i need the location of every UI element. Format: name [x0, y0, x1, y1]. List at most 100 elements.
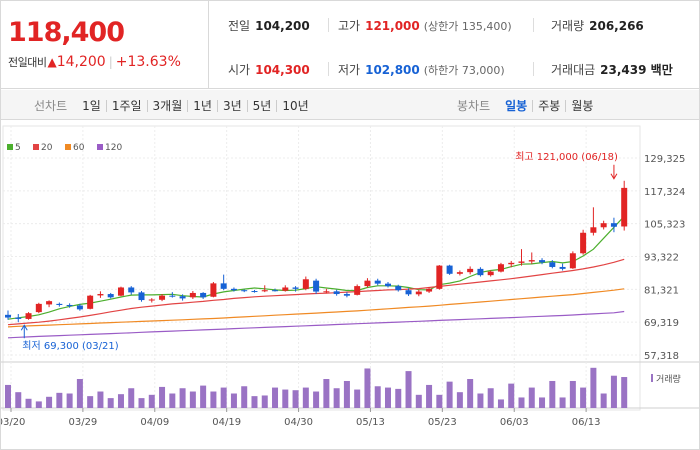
volume-bar — [200, 385, 207, 408]
x-tick-label: 04/09 — [140, 417, 169, 428]
legend-swatch-20 — [33, 144, 39, 150]
volume-bar — [405, 371, 412, 408]
x-tick-label: 06/03 — [500, 417, 529, 428]
line-chart-label: 선차트 — [34, 99, 68, 113]
volume-bar — [251, 396, 258, 408]
candle-body — [384, 283, 391, 287]
volume-bar — [302, 387, 309, 408]
stat-value: 102,800 — [365, 63, 420, 77]
stat-value: 121,000 — [365, 19, 420, 33]
candle-body — [251, 291, 258, 293]
candle-body — [282, 287, 289, 291]
tab-divider — [532, 99, 534, 112]
volume-legend-label: 거래량 — [656, 373, 681, 385]
volume-bar — [446, 381, 453, 408]
legend-swatch-5 — [7, 144, 13, 150]
volume-bar — [241, 386, 248, 408]
candle-body — [610, 223, 617, 227]
volume-bar — [128, 388, 135, 408]
up-triangle-icon: ▲ — [47, 55, 57, 69]
candle-body — [169, 295, 176, 297]
volume-bar — [282, 389, 289, 408]
candle-body — [179, 296, 186, 299]
candle-body — [333, 291, 340, 295]
volume-bar — [189, 391, 196, 408]
tab-divider — [216, 99, 218, 112]
tab-candle-period-2[interactable]: 월봉 — [571, 99, 594, 113]
volume-bar — [508, 383, 515, 408]
candle-body — [66, 304, 73, 307]
tab-divider — [105, 99, 107, 112]
volume-bar — [549, 380, 556, 408]
stat-sub: (상한가 135,400) — [423, 20, 512, 33]
tab-line-period-3[interactable]: 1년 — [193, 99, 212, 113]
y-tick-label: 129,325 — [644, 154, 685, 165]
tab-line-period-1[interactable]: 1주일 — [111, 99, 142, 113]
candle-body — [302, 279, 309, 289]
stat-value: 206,266 — [589, 19, 644, 33]
ma-line-60 — [7, 288, 625, 328]
candle-body — [354, 286, 361, 295]
stat-value: 23,439 백만 — [600, 63, 673, 77]
volume-bar — [25, 398, 32, 408]
candle-body — [25, 313, 32, 319]
tab-candle-period-0[interactable]: 일봉 — [505, 99, 528, 113]
volume-bar — [364, 368, 371, 408]
candle-body — [272, 290, 279, 292]
stat-value: 104,200 — [255, 19, 310, 33]
line-chart-tabs: 선차트 1일 1주일 3개월 1년 3년 5년 10년 — [34, 97, 314, 114]
stat-label: 고가 — [338, 19, 361, 33]
tab-line-period-6[interactable]: 10년 — [282, 99, 309, 113]
stat-open: 시가 104,300 — [228, 61, 310, 78]
price-summary: 118,400 전일대비▲14,200 | +13.63% 전일 104,200 고가… — [1, 1, 699, 89]
stats-panel: 전일 104,200 고가 121,000 (상한가 135,400) 거래량 206,… — [210, 1, 699, 89]
candle-body — [549, 262, 556, 267]
volume-bar — [210, 391, 217, 408]
volume-bar — [559, 397, 566, 408]
high-annotation: 최고 121,000 (06/18) — [515, 151, 618, 163]
volume-bar — [590, 367, 597, 408]
volume-bar — [272, 387, 279, 408]
x-tick-label: 03/29 — [68, 417, 97, 428]
stat-high: 고가 121,000 (상한가 135,400) — [338, 17, 512, 34]
volume-bar — [580, 387, 587, 408]
stat-value: 104,300 — [255, 63, 310, 77]
volume-bar — [539, 397, 546, 408]
volume-legend-swatch — [651, 374, 653, 382]
candle-chart-tabs: 봉차트 일봉 주봉 월봉 — [457, 97, 598, 114]
candle-body — [138, 292, 145, 301]
tab-line-period-2[interactable]: 3개월 — [152, 99, 183, 113]
y-tick-label: 105,323 — [644, 220, 685, 231]
candle-body — [395, 286, 402, 291]
candle-body — [210, 283, 217, 297]
volume-bar — [343, 380, 350, 408]
candle-body — [446, 265, 453, 274]
tab-candle-period-1[interactable]: 주봉 — [538, 99, 561, 113]
candle-body — [230, 288, 237, 291]
tab-line-period-0[interactable]: 1일 — [82, 99, 101, 113]
volume-bar — [97, 391, 104, 408]
volume-bar — [107, 398, 114, 408]
volume-bar — [395, 388, 402, 408]
candle-body — [539, 260, 546, 263]
ma-line-120 — [7, 310, 625, 339]
volume-bar — [569, 380, 576, 408]
volume-bar — [66, 393, 73, 408]
volume-bar — [292, 390, 299, 408]
tab-line-period-4[interactable]: 3년 — [222, 99, 242, 113]
candle-chart-label: 봉차트 — [457, 99, 491, 113]
volume-bar — [621, 377, 628, 408]
candle-body — [343, 294, 350, 296]
candle-body — [559, 266, 566, 269]
tab-divider — [146, 99, 148, 112]
candle-body — [580, 232, 587, 254]
volume-bar — [117, 394, 124, 408]
candle-body — [477, 268, 484, 276]
candle-body — [374, 280, 381, 284]
price-box: 118,400 전일대비▲14,200 | +13.63% — [1, 1, 209, 89]
volume-bar — [261, 395, 268, 408]
x-tick-label: 03/20 — [1, 417, 25, 428]
x-tick-label: 04/19 — [212, 417, 241, 428]
tab-line-period-5[interactable]: 5년 — [252, 99, 272, 113]
stat-label: 거래량 — [551, 19, 585, 33]
